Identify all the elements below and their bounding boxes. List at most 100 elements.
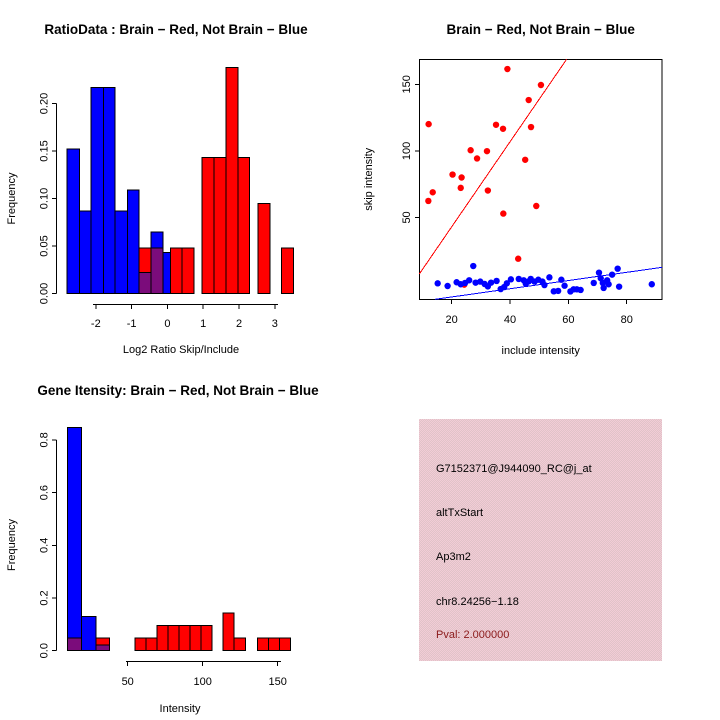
hist-bar-red <box>267 637 280 652</box>
gene-intensity-histogram-panel: Gene Itensity: Brain − Red, Not Brain − … <box>6 383 319 715</box>
y-axis-label: Frequency <box>6 172 18 224</box>
hist-bar-red <box>178 625 191 652</box>
hist-bar-blue <box>67 426 83 639</box>
scatter-point-brain <box>492 121 500 128</box>
hist-bar-red <box>201 157 215 294</box>
scatter-point-brain <box>533 202 540 210</box>
y-tick-label: 0.05 <box>39 235 51 256</box>
y-tick-label: 0.15 <box>39 140 51 161</box>
hist-bar-red <box>281 247 294 294</box>
scatter-point-notbrain <box>648 281 655 288</box>
x-tick-label: 20 <box>446 314 458 326</box>
scatter-point-brain <box>527 123 535 131</box>
scatter-point-notbrain <box>507 276 515 283</box>
hist-bar-red <box>138 247 152 274</box>
hist-bar-overlap <box>95 644 111 652</box>
y-tick-label: 100 <box>401 142 413 160</box>
hist-bar-blue <box>150 231 164 249</box>
x-tick-label: 150 <box>269 676 287 688</box>
pvalue-text: Pval: 2.000000 <box>436 628 510 641</box>
hist-bar-red <box>95 637 111 646</box>
y-axis-label: skip intensity <box>363 147 375 210</box>
gene-info-panel: G7152371@J944090_RC@j_at altTxStart Ap3m… <box>360 360 720 720</box>
chart-title: Brain − Red, Not Brain − Blue <box>447 22 636 37</box>
hist-bar-red <box>200 625 213 652</box>
scatter-point-brain <box>449 171 456 178</box>
scatter-point-brain <box>525 96 532 104</box>
hist-bar-red <box>145 637 158 652</box>
scatter-point-notbrain <box>470 262 477 270</box>
locus-text: chr8.24256−1.18 <box>436 595 519 608</box>
plot-box <box>418 58 663 300</box>
scatter-point-brain <box>483 147 491 155</box>
hist-bar-red <box>233 637 246 652</box>
probe-id-text: G7152371@J944090_RC@j_at <box>436 462 592 475</box>
scatter-point-notbrain <box>503 280 511 287</box>
x-axis-label: include intensity <box>502 345 581 357</box>
brain-fit-line <box>418 59 568 275</box>
hist-bar-red <box>237 157 251 294</box>
y-tick-label: 50 <box>401 211 413 223</box>
intensity-scatter-panel: Brain − Red, Not Brain − Blue include int… <box>363 22 663 357</box>
hist-bar-overlap <box>138 272 152 295</box>
event-type-text: altTxStart <box>436 506 484 519</box>
hist-bar-red <box>156 625 169 652</box>
scatter-point-notbrain <box>541 281 548 289</box>
hist-bar-blue <box>102 86 116 294</box>
chart-title: RatioData : Brain − Red, Not Brain − Blu… <box>44 22 308 37</box>
scatter-point-notbrain <box>595 269 603 276</box>
hist-bar-overlap <box>67 637 83 652</box>
hist-bar-red <box>181 247 195 294</box>
y-tick-label: 0.10 <box>39 188 51 209</box>
hist-bar-red <box>189 625 202 652</box>
hist-bar-red <box>278 637 291 652</box>
x-tick-label: 2 <box>236 318 242 330</box>
scatter-point-brain <box>425 197 432 205</box>
scatter-point-brain <box>537 81 545 89</box>
scatter-point-notbrain <box>487 279 495 286</box>
y-axis-label: Frequency <box>6 519 18 571</box>
scatter-point-notbrain <box>605 281 612 288</box>
hist-bar-blue <box>66 148 80 294</box>
hist-bar-red <box>167 625 180 652</box>
scatter-point-notbrain <box>515 275 522 283</box>
scatter-point-notbrain <box>434 280 441 287</box>
scatter-point-brain <box>473 155 481 162</box>
hist-bar-blue <box>90 86 104 294</box>
hist-bar-blue <box>81 615 97 652</box>
hist-bar-red <box>225 66 239 295</box>
hist-bar-blue <box>162 252 171 294</box>
y-tick-label: 0.4 <box>39 538 51 553</box>
x-tick-label: -1 <box>127 318 137 330</box>
hist-bar-red <box>134 637 147 652</box>
scatter-point-notbrain <box>590 279 597 287</box>
ratio-histogram-panel: RatioData : Brain − Red, Not Brain − Blu… <box>6 22 308 356</box>
hist-bar-blue <box>126 189 140 294</box>
scatter-point-notbrain <box>493 277 500 285</box>
gene-info-box: G7152371@J944090_RC@j_at altTxStart Ap3m… <box>419 418 662 661</box>
x-axis-label: Log2 Ratio Skip/Include <box>123 344 239 356</box>
scatter-point-brain <box>500 210 507 217</box>
scatter-point-notbrain <box>561 282 568 289</box>
y-tick-label: 0.20 <box>39 93 51 114</box>
scatter-point-brain <box>425 120 432 128</box>
scatter-point-notbrain <box>465 277 473 284</box>
scatter-point-notbrain <box>577 286 584 294</box>
y-tick-label: 150 <box>401 75 413 93</box>
hist-bar-red <box>213 157 227 294</box>
scatter-point-notbrain <box>444 282 451 290</box>
y-tick-label: 0.8 <box>39 432 51 447</box>
x-tick-label: 1 <box>200 318 206 330</box>
scatter-point-brain <box>467 147 474 154</box>
x-tick-label: 80 <box>621 314 633 326</box>
hist-bar-red <box>256 637 269 652</box>
scatter-point-brain <box>521 156 529 163</box>
hist-bar-blue <box>114 210 128 295</box>
y-tick-label: 0.6 <box>39 485 51 500</box>
x-axis-label: Intensity <box>160 703 201 715</box>
x-tick-label: 100 <box>194 676 212 688</box>
gene-symbol-text: Ap3m2 <box>436 550 471 563</box>
y-tick-label: 0.0 <box>39 643 51 658</box>
hist-bar-red <box>257 202 271 294</box>
scatter-point-notbrain <box>546 274 553 281</box>
